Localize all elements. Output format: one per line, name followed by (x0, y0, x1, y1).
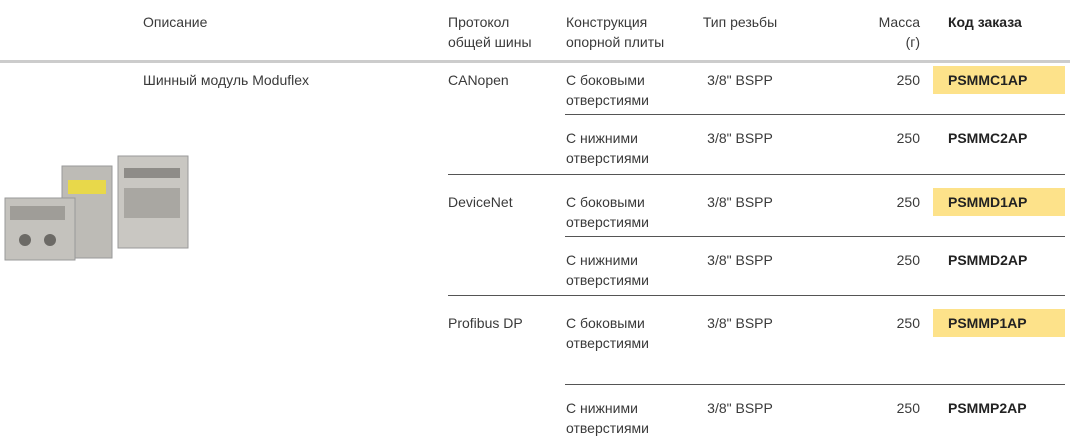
description: Шинный модуль Moduflex (143, 72, 310, 88)
protocol: DeviceNet (448, 194, 513, 210)
construction: С нижними отверстиями (566, 130, 650, 166)
product-photo (4, 155, 189, 261)
thread: 3/8" BSPP (707, 252, 773, 268)
order-code: PSMMC1AP (948, 72, 1028, 88)
construction: С нижними отверстиями (566, 400, 650, 436)
row-rule (565, 384, 1065, 385)
mass: 250 (896, 72, 920, 88)
thread: 3/8" BSPP (707, 315, 773, 331)
order-code: PSMMC2AP (948, 130, 1028, 146)
protocol: CANopen (448, 72, 509, 88)
thread: 3/8" BSPP (707, 194, 773, 210)
mass: 250 (896, 400, 920, 416)
group-rule (448, 295, 1065, 296)
highlight (933, 188, 1065, 216)
protocol: Profibus DP (448, 315, 523, 331)
row-rule (565, 114, 1065, 115)
construction: С нижними отверстиями (566, 252, 650, 288)
mass: 250 (896, 130, 920, 146)
thread: 3/8" BSPP (707, 400, 773, 416)
order-code: PSMMD2AP (948, 252, 1028, 268)
column-header: Тип резьбы (702, 14, 778, 30)
column-header: Код заказа (948, 14, 1022, 30)
column-header: Конструкция опорной плиты (566, 14, 665, 50)
order-code: PSMMP2AP (948, 400, 1027, 416)
mass: 250 (896, 194, 920, 210)
mass: 250 (896, 315, 920, 331)
construction: С боковыми отверстиями (566, 72, 650, 108)
thread: 3/8" BSPP (707, 130, 773, 146)
thread: 3/8" BSPP (707, 72, 773, 88)
highlight (933, 309, 1065, 337)
construction: С боковыми отверстиями (566, 194, 650, 230)
column-header: Протокол общей шины (448, 14, 532, 50)
highlight (933, 66, 1065, 94)
order-code: PSMMP1AP (948, 315, 1027, 331)
order-code: PSMMD1AP (948, 194, 1028, 210)
row-rule (565, 236, 1065, 237)
column-header: Описание (143, 14, 208, 30)
construction: С боковыми отверстиями (566, 315, 650, 351)
column-header: Масса (г) (878, 14, 920, 50)
mass: 250 (896, 252, 920, 268)
group-rule (448, 174, 1065, 175)
header-rule (0, 60, 1070, 63)
